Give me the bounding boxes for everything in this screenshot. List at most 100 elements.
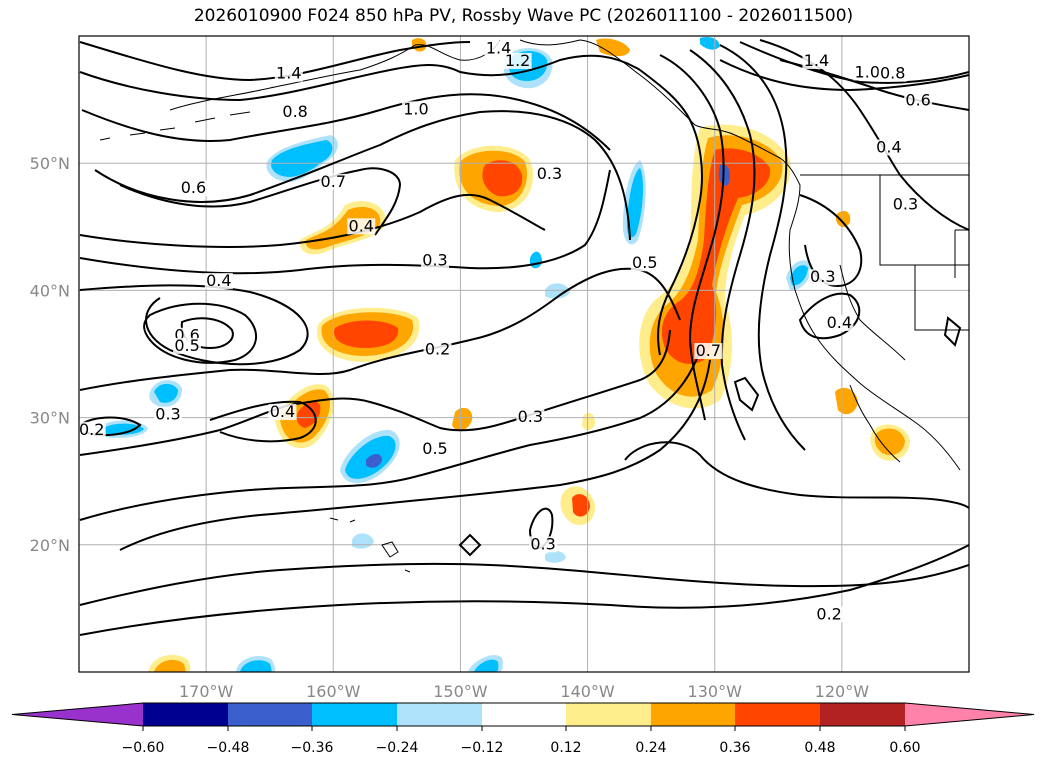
contour-label-bg — [529, 536, 558, 553]
contour-label-text: 0.3 — [810, 267, 835, 286]
pv-contour — [943, 316, 962, 347]
colorbar-segment — [312, 703, 397, 726]
contour-label-bg — [274, 65, 303, 82]
contour-label-bg — [802, 52, 831, 69]
contour-label: 0.6 — [179, 178, 208, 197]
contour-label: 1.0 — [853, 62, 882, 81]
pv-contour — [79, 329, 671, 456]
pv-contour — [81, 93, 611, 151]
contour-label-bg — [853, 64, 882, 81]
colorbar-extend-high — [905, 703, 1034, 726]
contour-label-text: 0.4 — [349, 216, 374, 235]
contour-label-text: 0.7 — [321, 172, 346, 191]
pv-contour — [79, 54, 641, 102]
contour-label-text: 0.6 — [181, 178, 206, 197]
baja-coastline — [849, 384, 901, 463]
contour-label-text: 1.0 — [403, 99, 428, 118]
colorbar-tick-label: 0.48 — [804, 740, 835, 756]
contour-label: 0.4 — [204, 271, 233, 290]
contour-label-text: 1.2 — [505, 51, 530, 70]
pv-contour — [624, 441, 969, 509]
contour-labels: 1.41.41.2 1.41.0 0.80.60.40.30.8 1.00.70.60… — [79, 38, 933, 623]
contour-label-bg — [268, 404, 297, 421]
contour-label: 0.8 — [878, 64, 907, 83]
negative-anomaly-region — [240, 660, 272, 672]
map-content: 1.41.41.2 1.41.0 0.80.60.40.30.8 1.00.70.60… — [79, 36, 969, 672]
positive-anomaly-region — [661, 148, 771, 364]
pv-contour — [119, 359, 711, 551]
contour-label: 0.3 — [535, 164, 564, 183]
lat-tick-label: 40°N — [30, 281, 70, 300]
colorbar-segment — [735, 703, 820, 726]
contour-label-text: 0.3 — [537, 164, 562, 183]
contour-label-text: 0.8 — [880, 64, 905, 83]
contour-label: 0.3 — [154, 405, 182, 424]
hawaii-islands — [329, 517, 411, 573]
contour-label-text: 0.4 — [827, 313, 852, 332]
pv-contour — [719, 59, 969, 92]
contour-label-bg — [484, 40, 513, 57]
contour-label: 0.3 — [891, 195, 920, 214]
positive-anomaly-region — [874, 428, 905, 456]
contour-label-text: 0.5 — [174, 336, 199, 355]
pv-contour — [798, 292, 861, 340]
contour-label-bg — [154, 406, 182, 423]
contour-label-text: 0.3 — [155, 405, 180, 424]
negative-anomaly-region — [545, 283, 570, 299]
contour-label-bg — [516, 409, 545, 426]
positive-anomaly-region — [296, 401, 321, 428]
contour-label-text: 1.0 — [855, 62, 880, 81]
pv-contour — [733, 376, 760, 412]
contour-label: 0.5 — [630, 253, 659, 272]
map-title: 2026010900 F024 850 hPa PV, Rossby Wave … — [193, 6, 854, 26]
contour-label: 0.4 — [268, 402, 297, 421]
lon-tick-label: 150°W — [433, 682, 488, 701]
contour-label-bg — [878, 65, 907, 82]
colorbar-segment — [651, 703, 735, 726]
contour-label-bg — [281, 103, 310, 120]
contour-label: 0.2 — [79, 420, 106, 439]
axis-tick-labels: 170°W 160°W 150°W 140°W 130°W 120°W 20°N 30°N 40… — [30, 154, 870, 701]
contour-label-bg — [319, 173, 348, 190]
colorbar-tick-label: −0.60 — [122, 740, 165, 756]
colorbar-tick-label: 0.60 — [889, 740, 920, 756]
pv-contour — [689, 49, 756, 441]
negative-anomaly-region — [271, 140, 333, 177]
positive-anomaly-region — [836, 210, 851, 228]
contour-label-text: 0.3 — [530, 534, 555, 553]
contour-label-text: 0.2 — [816, 604, 841, 623]
contour-label-text: 0.2 — [79, 420, 104, 439]
negative-anomaly-region — [104, 423, 144, 435]
contour-label: 0.4 — [825, 313, 854, 332]
contour-label-bg — [874, 139, 903, 156]
lon-tick-label: 160°W — [306, 682, 361, 701]
colorbar-tick-label: −0.24 — [376, 740, 419, 756]
contour-label: 1.4 — [274, 64, 303, 83]
contour-label: 1.2 — [503, 51, 532, 70]
us-canada-border — [800, 174, 969, 331]
contour-label-text: 1.4 — [804, 51, 829, 70]
colorbar-tick-label: −0.48 — [207, 740, 250, 756]
contour-label-text: 0.6 — [905, 90, 930, 109]
positive-anomaly-region — [572, 494, 590, 517]
positive-anomaly-region — [482, 160, 523, 197]
contour-label: 0.4 — [874, 137, 903, 156]
contour-label-bg — [825, 315, 854, 332]
negative-anomaly-region — [474, 659, 499, 672]
contour-label: 0.5 — [421, 439, 449, 458]
contour-label-text: 0.3 — [518, 407, 543, 426]
contour-label-bg — [904, 92, 933, 109]
contour-label: 0.4 — [347, 216, 376, 235]
contour-label: 0.2 — [423, 340, 452, 359]
positive-anomaly-region — [452, 407, 473, 431]
contour-label-text: 0.3 — [893, 195, 918, 214]
pv-contour — [143, 302, 258, 364]
contour-label-bg — [401, 101, 430, 118]
us-state-lines — [839, 264, 906, 361]
contour-label-bg — [815, 606, 844, 623]
negative-anomaly-region — [366, 454, 382, 468]
pv-contour — [94, 110, 631, 241]
contour-label: 0.7 — [694, 341, 723, 360]
contour-label-bg — [347, 218, 376, 235]
